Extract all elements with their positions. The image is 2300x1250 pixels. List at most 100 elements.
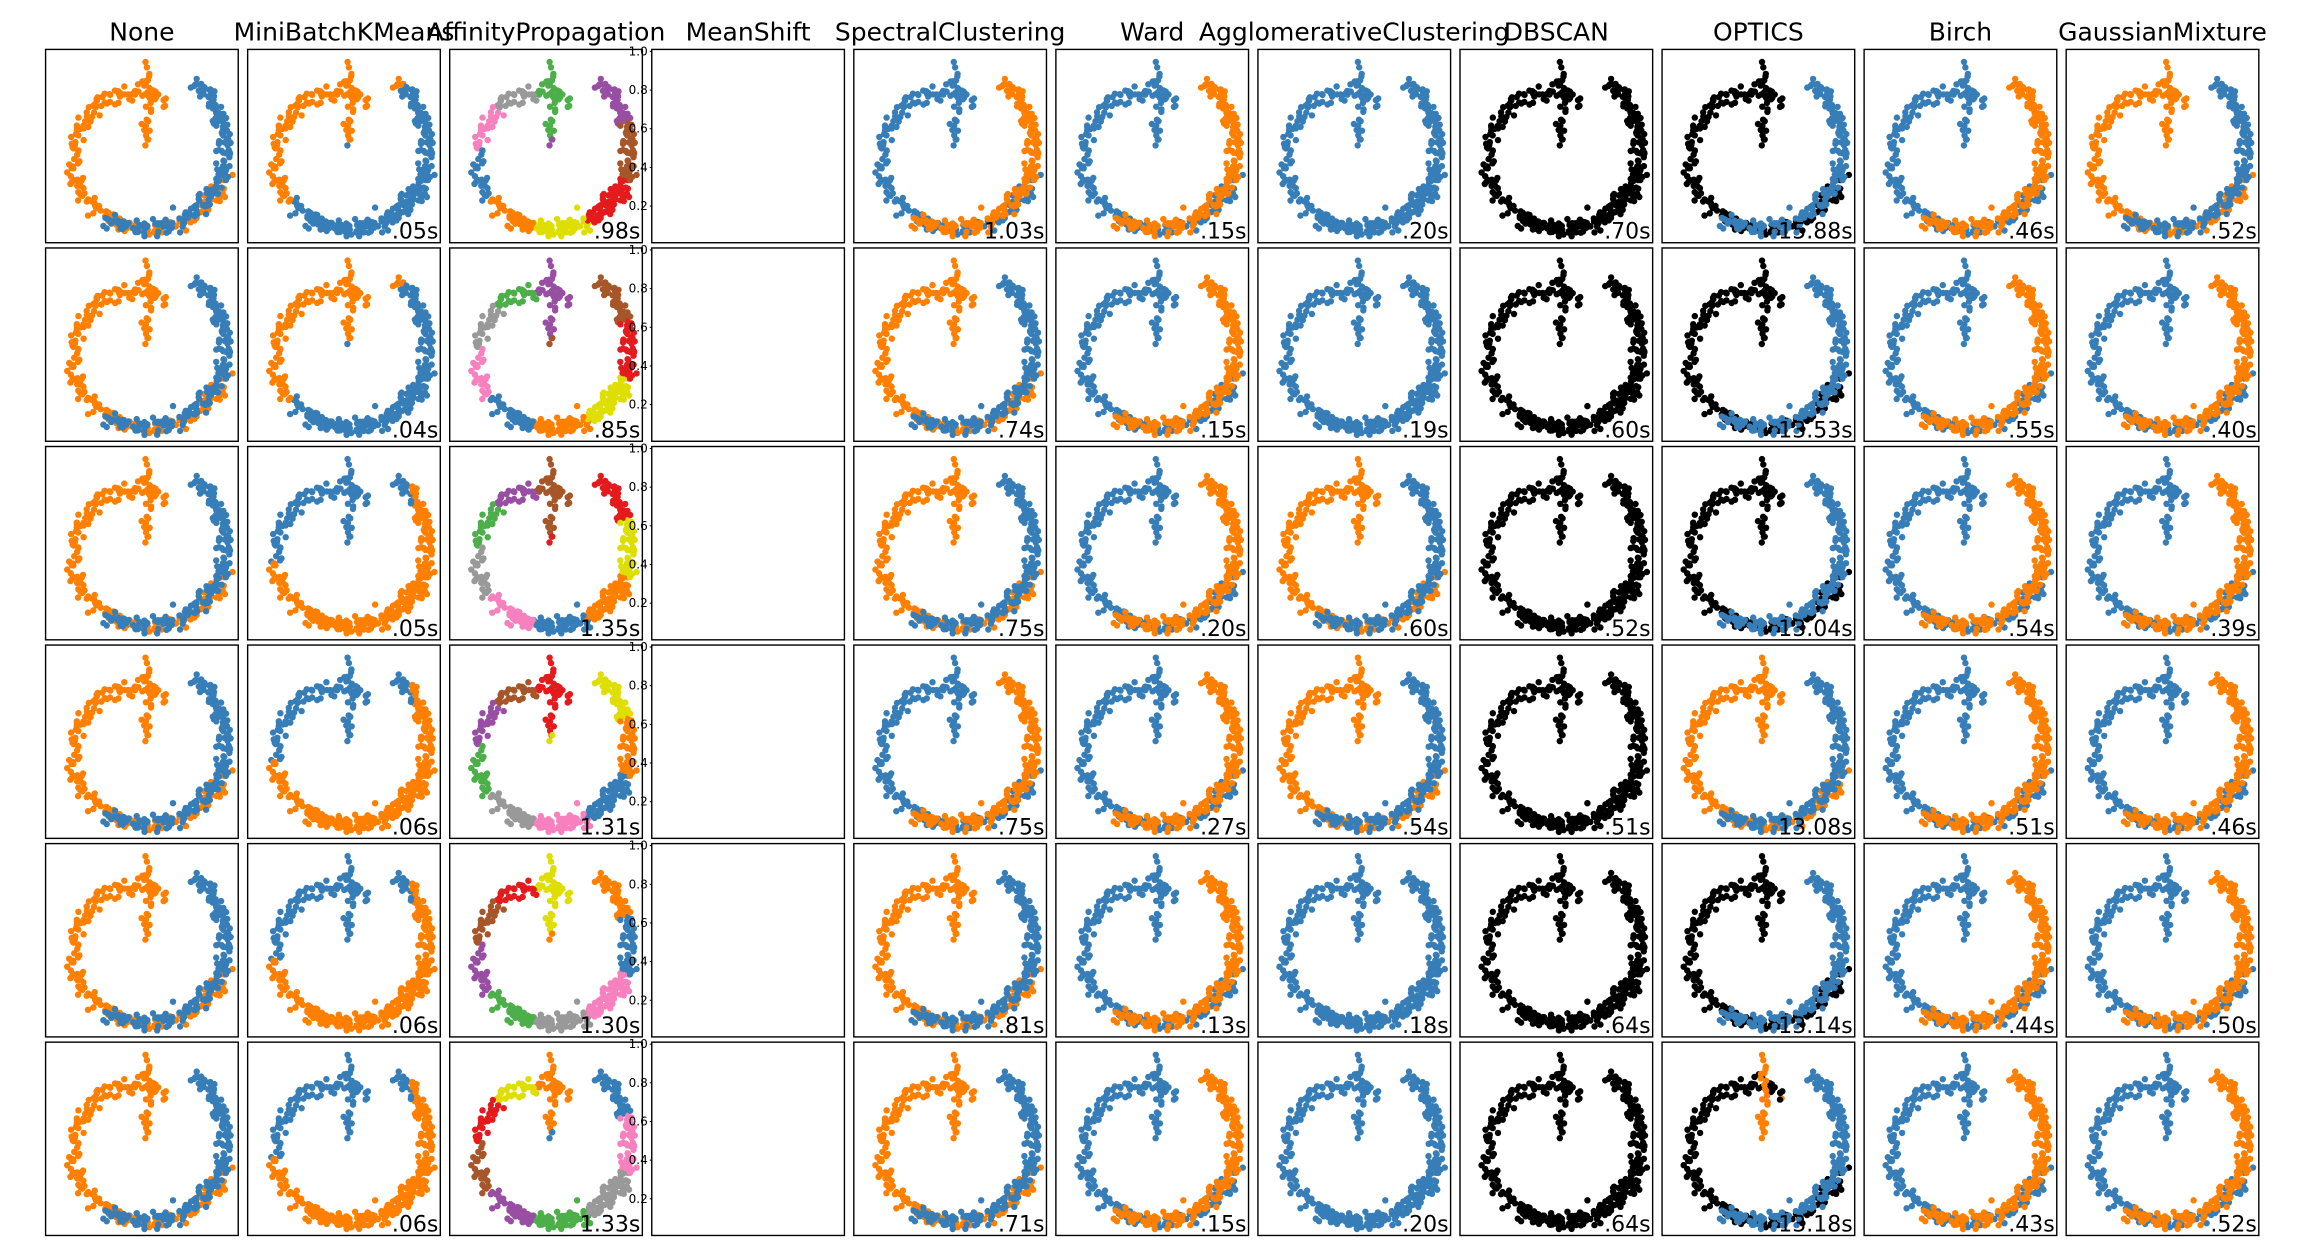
scatter-point	[2222, 84, 2228, 90]
scatter-point	[2039, 157, 2045, 163]
scatter-point	[1229, 184, 1235, 190]
scatter-point	[422, 163, 428, 169]
scatter-point	[1920, 91, 1926, 97]
scatter-point	[2039, 111, 2045, 117]
scatter-point	[371, 423, 377, 429]
scatter-point	[2189, 225, 2195, 231]
scatter-point	[2032, 123, 2038, 129]
scatter-point	[1700, 198, 1706, 204]
scatter-point	[607, 211, 613, 217]
scatter-point	[221, 371, 227, 377]
scatter-point	[1804, 84, 1810, 90]
scatter-point	[933, 221, 939, 227]
scatter-point	[1557, 59, 1563, 65]
scatter-point	[620, 138, 626, 144]
subplot-panel: .52s	[2066, 49, 2259, 244]
scatter-point	[160, 418, 166, 424]
scatter-point	[213, 321, 219, 327]
scatter-point	[2165, 77, 2171, 83]
scatter-point	[2159, 121, 2165, 127]
scatter-point	[1400, 84, 1406, 90]
scatter-point	[215, 389, 221, 395]
scatter-point	[473, 179, 479, 185]
scatter-point	[1523, 220, 1529, 226]
scatter-point	[1988, 204, 1994, 210]
scatter-point	[396, 76, 402, 82]
scatter-point	[605, 84, 611, 90]
timing-label: 1.03s	[984, 220, 1044, 245]
scatter-point	[1685, 141, 1691, 147]
scatter-point	[1635, 111, 1641, 117]
scatter-point	[1149, 121, 1155, 127]
scatter-point	[220, 163, 226, 169]
scatter-point	[424, 392, 430, 398]
scatter-point	[619, 191, 625, 197]
scatter-point	[1896, 126, 1902, 132]
scatter-point	[1886, 134, 1892, 140]
scatter-point	[145, 335, 151, 341]
scatter-point	[2015, 191, 2021, 197]
scatter-point	[1575, 104, 1581, 110]
scatter-point	[1887, 141, 1893, 147]
scatter-point	[169, 225, 175, 231]
scatter-point	[539, 226, 545, 232]
scatter-point	[2032, 160, 2038, 166]
scatter-point	[98, 406, 104, 412]
scatter-point	[344, 142, 350, 148]
scatter-point	[1347, 226, 1353, 232]
scatter-point	[1207, 191, 1213, 197]
scatter-point	[1357, 136, 1363, 142]
scatter-point	[1314, 91, 1320, 97]
scatter-point	[574, 204, 580, 210]
scatter-point	[1966, 106, 1972, 112]
scatter-point	[601, 191, 607, 197]
scatter-point	[197, 292, 203, 298]
scatter-point	[219, 184, 225, 190]
scatter-point	[1171, 97, 1177, 103]
scatter-point	[1837, 173, 1843, 179]
scatter-point	[1154, 64, 1160, 70]
scatter-point	[623, 184, 629, 190]
scatter-point	[617, 110, 623, 116]
scatter-point	[213, 160, 219, 166]
scatter-point	[337, 280, 343, 286]
scatter-point	[1995, 215, 2001, 221]
scatter-point	[1425, 123, 1431, 129]
scatter-point	[1899, 137, 1905, 143]
scatter-point	[318, 221, 324, 227]
scatter-point	[219, 383, 225, 389]
scatter-point	[1945, 96, 1951, 102]
scatter-point	[408, 103, 414, 109]
scatter-point	[892, 198, 898, 204]
scatter-point	[160, 97, 166, 103]
scatter-point	[894, 104, 900, 110]
scatter-point	[2163, 59, 2169, 65]
scatter-point	[1324, 212, 1330, 218]
scatter-point	[2038, 163, 2044, 169]
scatter-point	[1702, 104, 1708, 110]
scatter-point	[144, 64, 150, 70]
scatter-point	[216, 336, 222, 342]
scatter-point	[1759, 59, 1765, 65]
scatter-point	[142, 341, 148, 347]
scatter-point	[1023, 191, 1029, 197]
scatter-point	[1837, 157, 1843, 163]
scatter-point	[1432, 163, 1438, 169]
scatter-point	[2226, 103, 2232, 109]
scatter-point	[1029, 173, 1035, 179]
scatter-point	[549, 77, 555, 83]
scatter-point	[2020, 84, 2026, 90]
scatter-point	[77, 324, 83, 330]
scatter-point	[2169, 106, 2175, 112]
scatter-point	[292, 409, 298, 415]
scatter-point	[2142, 83, 2148, 89]
scatter-point	[1225, 191, 1231, 197]
ytick-label: 0.8	[629, 83, 648, 97]
scatter-point	[1389, 229, 1395, 235]
scatter-point	[1483, 179, 1489, 185]
scatter-point	[221, 173, 227, 179]
scatter-point	[271, 179, 277, 185]
scatter-point	[1288, 114, 1294, 120]
scatter-point	[2155, 226, 2161, 232]
scatter-point	[2016, 93, 2022, 99]
